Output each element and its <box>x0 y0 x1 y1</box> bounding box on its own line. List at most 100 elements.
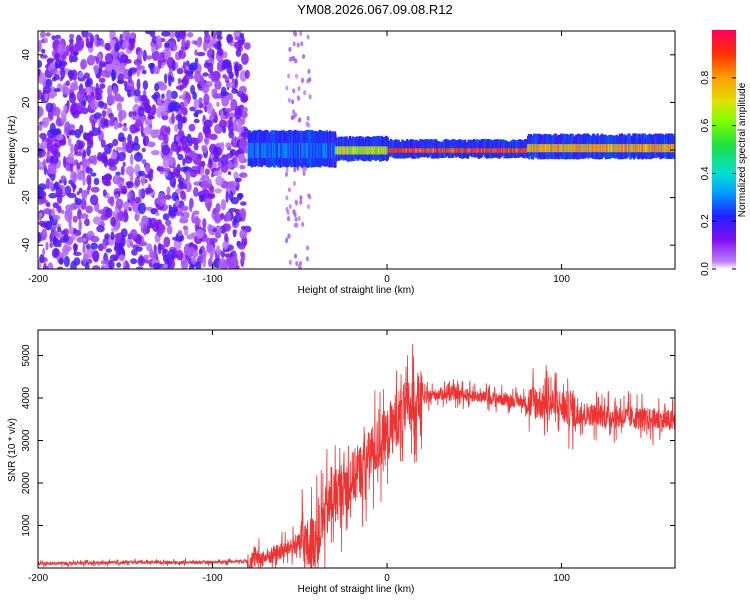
spectrogram-noise-blob <box>147 115 155 120</box>
spectrogram-noise-blob <box>38 147 43 155</box>
spectrogram-noise-blob <box>40 31 46 39</box>
spectrogram-noise-blob <box>213 213 222 223</box>
spectrogram-noise-blob <box>69 70 73 82</box>
spectrogram-noise-blob <box>292 31 296 36</box>
spectrogram-noise-blob <box>144 163 151 173</box>
spectrogram-noise-blob <box>301 77 305 83</box>
spectrogram-noise-blob <box>162 49 170 60</box>
spectrogram-noise-blob <box>127 40 135 51</box>
spectrogram-noise-blob <box>41 228 48 241</box>
spectrogram-noise-blob <box>92 250 100 262</box>
spectrogram-noise-blob <box>242 106 248 113</box>
spectrogram-noise-blob <box>193 99 200 110</box>
spectrogram-noise-blob <box>168 258 176 269</box>
spectrogram-noise-blob <box>86 166 90 172</box>
spectrogram-noise-blob <box>104 53 114 64</box>
spectrogram-noise-blob <box>300 41 304 47</box>
spectrogram-noise-blob <box>171 76 175 83</box>
spectrogram-noise-blob <box>204 168 211 176</box>
spectrogram-noise-blob <box>197 132 203 143</box>
spectrogram-noise-blob <box>182 225 188 230</box>
spectrogram-noise-blob <box>222 241 229 250</box>
spectrogram-noise-blob <box>237 193 243 201</box>
spectrogram-noise-blob <box>177 77 182 85</box>
spectrogram-noise-blob <box>210 31 217 39</box>
spectrogram-noise-blob <box>47 129 55 139</box>
spectrogram-noise-blob <box>162 167 171 173</box>
spectrogram-noise-blob <box>90 235 100 243</box>
snr-y-tick-label: 5000 <box>21 344 32 367</box>
spectrogram-noise-blob <box>160 110 169 117</box>
spectrogram-noise-blob <box>69 92 76 104</box>
spectrogram-noise-blob <box>210 37 217 44</box>
spectrogram-noise-blob <box>129 124 137 134</box>
spectrogram-noise-blob <box>78 143 84 150</box>
spectrogram-noise-blob <box>142 49 147 62</box>
spectrogram-noise-blob <box>210 173 214 178</box>
spectrogram-noise-blob <box>135 266 144 269</box>
spectrogram-noise-blob <box>129 32 135 40</box>
spectrogram-noise-blob <box>72 215 78 223</box>
spectrogram-noise-blob <box>54 128 62 137</box>
spectrogram-noise-blob <box>234 106 242 116</box>
spectrogram-noise-blob <box>156 35 162 45</box>
spectrogram-noise-blob <box>207 62 214 73</box>
spectrogram-noise-blob <box>114 42 120 53</box>
spectrogram-noise-blob <box>234 159 237 165</box>
spectrogram-noise-blob <box>144 187 153 194</box>
spectrogram-noise-blob <box>113 233 123 241</box>
spectrogram-noise-blob <box>296 95 300 101</box>
spectrogram-noise-blob <box>74 143 79 154</box>
spectrogram-noise-blob <box>84 79 92 89</box>
spectrogram-noise-blob <box>193 118 200 124</box>
spectrogram-noise-blob <box>143 254 150 259</box>
spectrogram-noise-blob <box>299 31 303 37</box>
spectrogram-noise-blob <box>128 75 132 84</box>
spectrogram-noise-blob <box>81 189 88 200</box>
spectrogram-noise-blob <box>127 91 131 98</box>
spectrogram-noise-blob <box>172 236 181 241</box>
spectrogram-noise-blob <box>57 266 64 269</box>
spectrogram-noise-blob <box>189 263 195 269</box>
spectrogram-noise-blob <box>38 199 43 205</box>
spectrogram-noise-blob <box>292 209 296 215</box>
spectrogram-noise-blob <box>225 142 232 149</box>
spectrogram-noise-blob <box>191 256 197 265</box>
spectrogram-noise-blob <box>208 258 213 268</box>
snr-series-line <box>38 344 675 568</box>
spectrogram-noise-blob <box>292 114 296 120</box>
spectrogram-noise-blob <box>152 262 162 269</box>
spectrogram-noise-blob <box>90 172 97 177</box>
spectrogram-noise-blob <box>168 156 175 166</box>
spectrogram-noise-blob <box>187 71 194 77</box>
spectrogram-noise-blob <box>170 90 178 100</box>
spectrogram-noise-blob <box>122 126 128 132</box>
spectrogram-noise-blob <box>135 119 142 128</box>
spectrogram-noise-blob <box>38 183 47 191</box>
spectrogram-noise-blob <box>294 199 298 205</box>
spectrogram-noise-blob <box>79 213 89 219</box>
spectrogram-noise-blob <box>287 215 290 221</box>
spectrogram-noise-blob <box>95 82 99 95</box>
spectrogram-noise-blob <box>52 202 59 209</box>
spectrogram-noise-blob <box>179 180 184 189</box>
spectrogram-noise-blob <box>116 102 123 112</box>
spectrogram-noise-blob <box>238 172 248 178</box>
spectrogram-noise-blob <box>169 171 177 178</box>
spectrogram-noise-blob <box>164 194 172 200</box>
spectrogram-noise-blob <box>125 165 135 176</box>
spectrogram-noise-blob <box>65 204 74 211</box>
spectrogram-noise-blob <box>186 32 194 38</box>
spectrogram-noise-blob <box>235 48 242 57</box>
spectrogram-noise-blob <box>129 69 133 77</box>
spectrogram-noise-blob <box>93 64 99 75</box>
spectrogram-noise-blob <box>107 94 116 105</box>
spectrogram-noise-blob <box>46 139 53 152</box>
spectrogram-noise-blob <box>45 78 53 87</box>
spectrogram-noise-blob <box>69 161 74 173</box>
spectrogram-noise-blob <box>151 45 157 53</box>
snr-x-tick-label: -200 <box>28 573 48 584</box>
spectrogram-y-tick-label: -20 <box>21 190 32 205</box>
spectrogram-noise-blob <box>224 211 232 222</box>
spectrogram-noise-blob <box>164 73 168 84</box>
